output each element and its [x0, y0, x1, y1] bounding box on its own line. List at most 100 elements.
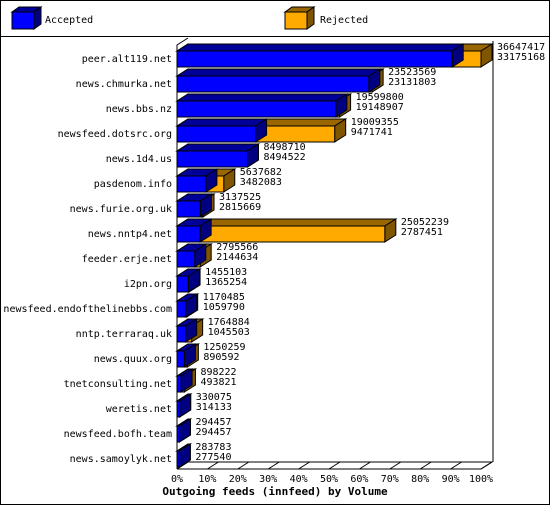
value-label: 1170485 [203, 292, 245, 303]
value-label: 3137525 [219, 192, 261, 203]
bar-face [176, 400, 181, 418]
y-tick-label: feeder.erje.net [82, 254, 172, 265]
value-label: 33175168 [497, 52, 545, 63]
y-tick-label: news.quux.org [94, 354, 172, 365]
y-tick-label: i2pn.org [124, 279, 172, 290]
bar [175, 68, 382, 93]
bar-face [176, 325, 187, 343]
x-tick-label: 30% [259, 474, 277, 485]
bar [175, 243, 208, 268]
x-tick-label: 50% [320, 474, 338, 485]
x-tick-label: 100% [469, 474, 493, 485]
y-tick-label: newsfeed.bofh.team [64, 429, 172, 440]
value-label: 5637682 [240, 167, 282, 178]
tick-mark [237, 461, 250, 470]
value-label: 25052239 [401, 217, 449, 228]
bar [175, 168, 219, 193]
bar [175, 393, 193, 418]
bar-face [176, 75, 370, 93]
value-label: 2787451 [401, 227, 443, 238]
bar [175, 293, 199, 318]
value-label: 1059790 [203, 302, 245, 313]
bar [175, 143, 261, 168]
bar-face [176, 425, 180, 443]
bar-face [176, 150, 248, 168]
y-tick-label: nntp.terraraq.uk [76, 329, 172, 340]
value-label: 1045503 [208, 327, 250, 338]
y-tick-label: news.furie.org.uk [70, 204, 172, 215]
bar [175, 93, 349, 118]
bar [175, 343, 198, 368]
value-label: 277540 [195, 452, 231, 463]
tick-mark [359, 461, 371, 470]
bar-face [176, 375, 182, 393]
y-tick-label: news.bbs.nz [106, 104, 172, 115]
value-label: 8498710 [263, 142, 305, 153]
value-label: 2795566 [216, 242, 258, 253]
value-label: 2815669 [219, 202, 261, 213]
tick-mark [298, 461, 310, 470]
bar-face [176, 50, 453, 68]
tick-mark [450, 461, 462, 470]
y-tick-label: news.samoylyk.net [70, 454, 172, 465]
bar-face [176, 350, 185, 368]
bar [175, 118, 269, 143]
bar [175, 218, 398, 243]
value-label: 23523569 [388, 67, 436, 78]
x-tick-label: 60% [350, 474, 368, 485]
y-tick-label: news.chmurka.net [76, 79, 172, 90]
x-tick-label: 10% [198, 474, 216, 485]
legend-label: Accepted [45, 15, 93, 26]
x-tick-label: 70% [381, 474, 399, 485]
bar-face [176, 200, 201, 218]
bar-face [175, 43, 465, 52]
x-tick-label: 90% [442, 474, 460, 485]
value-label: 1365254 [205, 277, 247, 288]
bar [175, 368, 194, 393]
tick-mark [389, 461, 402, 470]
value-label: 330075 [196, 392, 232, 403]
y-tick-label: newsfeed.endofthelinebbs.com [3, 304, 172, 315]
value-label: 294457 [195, 417, 231, 428]
value-label: 493821 [200, 377, 236, 388]
legend-swatch [284, 11, 308, 30]
value-label: 23131803 [388, 77, 436, 88]
y-tick-label: news.nntp4.net [88, 229, 172, 240]
x-tick-label: 40% [290, 474, 308, 485]
value-label: 283783 [195, 442, 231, 453]
tick-mark [419, 461, 432, 470]
bar-face [176, 300, 187, 318]
bar [175, 43, 465, 68]
x-tick-label: 20% [229, 474, 247, 485]
value-label: 2144634 [216, 252, 258, 263]
bar-face [175, 68, 382, 77]
bar-face [175, 93, 349, 102]
bar [175, 318, 199, 343]
y-tick-label: news.1d4.us [106, 154, 172, 165]
y-tick-label: newsfeed.dotsrc.org [58, 129, 172, 140]
value-label: 1455103 [205, 267, 247, 278]
y-tick-label: pasdenom.info [94, 179, 172, 190]
value-label: 1764884 [208, 317, 250, 328]
value-label: 314133 [196, 402, 232, 413]
legend-label: Rejected [320, 15, 368, 26]
y-tick-label: peer.alt119.net [82, 54, 172, 65]
tick-mark [480, 461, 493, 470]
y-tick-label: weretis.net [106, 404, 172, 415]
bar-face [176, 125, 257, 143]
tick-mark [267, 461, 280, 470]
bar [175, 193, 214, 218]
bar-face [176, 100, 337, 118]
y-tick-label: tnetconsulting.net [64, 379, 172, 390]
bar [175, 443, 193, 468]
value-label: 19148907 [356, 102, 404, 113]
legend-swatch [11, 11, 35, 30]
tick-mark [207, 461, 219, 470]
bar [175, 268, 202, 293]
bar [175, 418, 193, 443]
value-label: 294457 [195, 427, 231, 438]
bar [175, 218, 213, 243]
bar-face [176, 175, 207, 193]
bar-face [176, 250, 196, 268]
